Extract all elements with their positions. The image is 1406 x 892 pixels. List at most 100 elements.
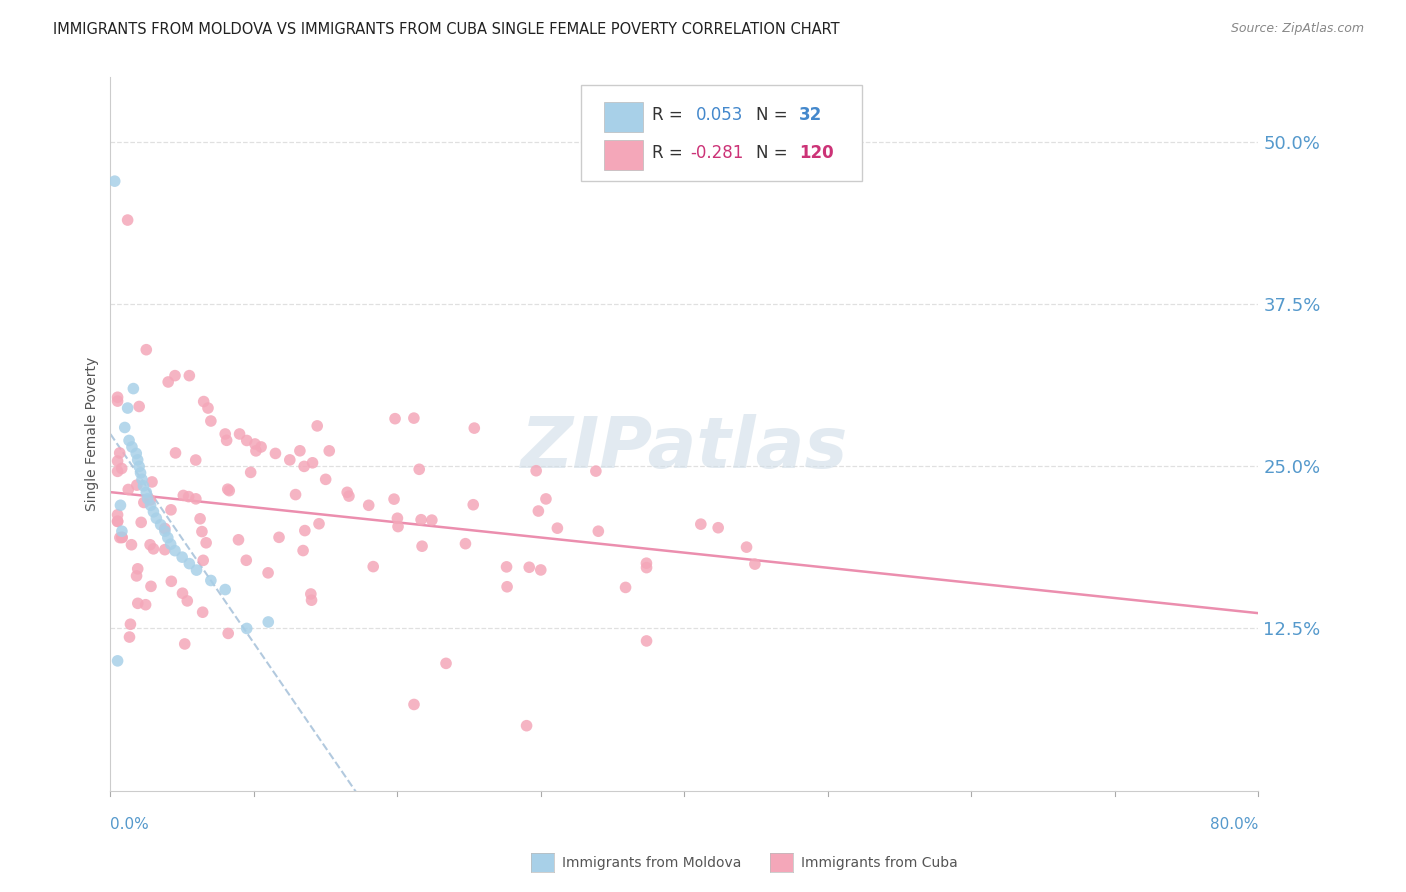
Point	[129, 516, 152, 530]
Point	[197, 401, 219, 415]
Point	[463, 498, 485, 512]
Text: IMMIGRANTS FROM MOLDOVA VS IMMIGRANTS FROM CUBA SINGLE FEMALE POVERTY CORRELATIO: IMMIGRANTS FROM MOLDOVA VS IMMIGRANTS FR…	[53, 22, 839, 37]
Point	[382, 492, 405, 507]
Point	[107, 390, 129, 404]
Point	[193, 394, 215, 409]
Point	[420, 513, 443, 527]
Point	[707, 521, 730, 535]
Point	[160, 574, 183, 589]
Point	[524, 464, 547, 478]
Point	[284, 487, 307, 501]
Point	[243, 437, 266, 451]
Point	[163, 543, 186, 558]
Point	[239, 466, 262, 480]
Point	[301, 456, 323, 470]
Point	[128, 459, 150, 474]
Point	[117, 213, 139, 227]
Point	[214, 582, 236, 597]
Point	[132, 479, 155, 493]
Point	[139, 492, 162, 507]
Point	[127, 596, 149, 610]
Point	[107, 454, 129, 468]
Point	[188, 512, 211, 526]
Point	[135, 343, 157, 357]
Point	[318, 443, 340, 458]
Point	[267, 530, 290, 544]
Point	[118, 434, 141, 448]
Point	[288, 443, 311, 458]
Point	[122, 382, 145, 396]
Point	[315, 472, 337, 486]
Point	[636, 556, 658, 570]
Point	[402, 411, 425, 425]
Point	[145, 511, 167, 525]
Text: ZIPatlas: ZIPatlas	[520, 414, 848, 483]
Point	[179, 557, 201, 571]
Point	[157, 375, 180, 389]
Point	[744, 557, 766, 571]
Point	[129, 466, 152, 480]
Point	[337, 489, 360, 503]
Point	[111, 524, 134, 539]
Point	[132, 495, 155, 509]
Point	[128, 400, 150, 414]
Point	[408, 462, 430, 476]
Point	[107, 508, 129, 522]
Text: Immigrants from Cuba: Immigrants from Cuba	[801, 855, 957, 870]
Text: -0.281: -0.281	[690, 145, 744, 162]
Point	[534, 491, 557, 506]
Text: N =: N =	[755, 105, 793, 124]
Point	[336, 485, 359, 500]
Point	[434, 657, 457, 671]
Point	[176, 594, 198, 608]
Point	[228, 427, 250, 442]
Point	[257, 566, 280, 580]
Point	[120, 617, 142, 632]
Point	[131, 472, 153, 486]
Point	[107, 654, 129, 668]
Point	[527, 504, 550, 518]
Point	[165, 446, 187, 460]
Point	[111, 531, 134, 545]
Point	[235, 553, 257, 567]
Point	[278, 453, 301, 467]
Point	[516, 719, 538, 733]
Point	[588, 524, 610, 539]
Point	[125, 569, 148, 583]
Point	[217, 626, 239, 640]
Point	[294, 524, 316, 538]
Point	[125, 446, 148, 460]
Point	[107, 464, 129, 478]
Point	[200, 574, 222, 588]
Point	[546, 521, 568, 535]
Point	[186, 563, 208, 577]
Point	[361, 559, 384, 574]
Point	[636, 560, 658, 574]
Point	[121, 538, 143, 552]
Text: R =: R =	[652, 145, 689, 162]
Text: 80.0%: 80.0%	[1211, 817, 1258, 832]
Point	[193, 553, 215, 567]
Point	[235, 622, 257, 636]
Point	[191, 605, 214, 619]
Point	[139, 579, 162, 593]
Point	[200, 414, 222, 428]
Point	[139, 538, 162, 552]
FancyBboxPatch shape	[605, 102, 643, 132]
FancyBboxPatch shape	[581, 85, 862, 181]
Point	[402, 698, 425, 712]
Point	[107, 394, 129, 409]
Point	[689, 517, 711, 532]
Point	[125, 478, 148, 492]
Point	[163, 368, 186, 383]
Point	[117, 401, 139, 415]
Point	[530, 563, 553, 577]
Point	[517, 560, 540, 574]
Point	[257, 615, 280, 629]
Point	[107, 514, 129, 528]
Text: R =: R =	[652, 105, 689, 124]
Point	[409, 513, 432, 527]
Point	[173, 637, 195, 651]
Point	[184, 453, 207, 467]
Point	[495, 560, 517, 574]
